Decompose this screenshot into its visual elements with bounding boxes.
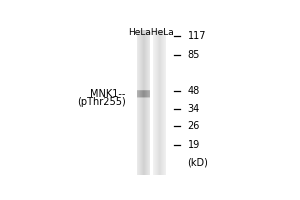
Text: (kD): (kD)	[188, 158, 208, 168]
Text: MNK1--: MNK1--	[91, 89, 126, 99]
Text: (pThr255): (pThr255)	[77, 97, 126, 107]
Text: 19: 19	[188, 140, 200, 150]
Text: 117: 117	[188, 31, 206, 41]
Text: 34: 34	[188, 104, 200, 114]
Text: HeLaHeLa: HeLaHeLa	[129, 28, 174, 37]
Text: 85: 85	[188, 50, 200, 60]
Text: 48: 48	[188, 86, 200, 96]
Text: 26: 26	[188, 121, 200, 131]
